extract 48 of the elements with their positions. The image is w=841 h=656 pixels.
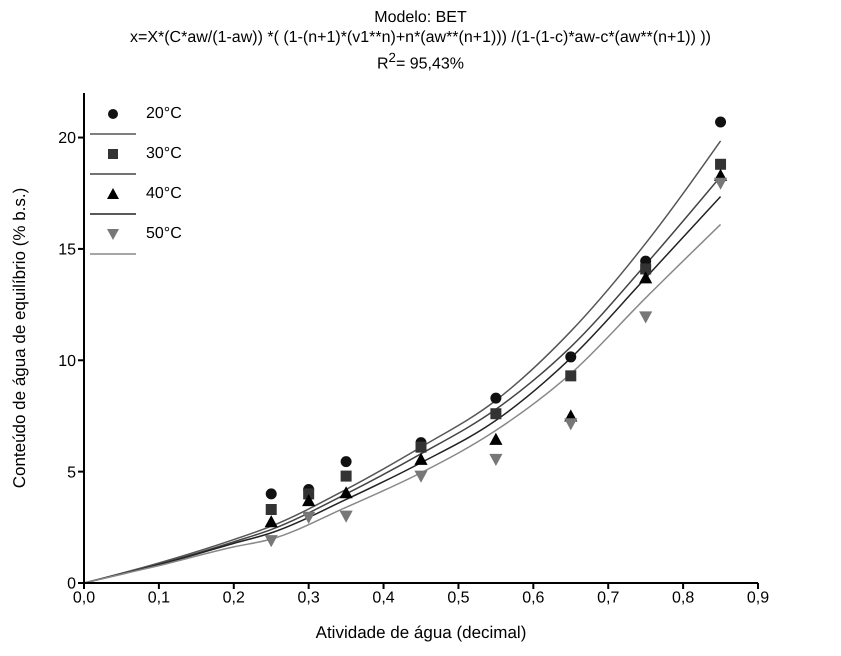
y-axis-title: Conteúdo de água de equilíbrio (% b.s.) [10, 188, 30, 488]
chart-subtitle: x=X*(C*aw/(1-aw)) *( (1-(n+1)*(v1**n)+n*(aw**(n+1))) /(1-(1-c)*aw-c*(aw**(n+1)) )) [128, 28, 712, 48]
point [266, 488, 277, 500]
x-axis-title: Atividade de água (decimal) [316, 623, 526, 642]
point [340, 456, 352, 468]
legend-label: 20°C [146, 105, 182, 123]
text: R$^{2}$= 95,43% [376, 49, 466, 74]
point [490, 408, 502, 420]
point [715, 116, 726, 128]
y-tick-label: 10 [58, 352, 76, 370]
point [340, 510, 353, 523]
point [639, 271, 652, 284]
point [490, 392, 502, 404]
legend-label: 50°C [146, 225, 182, 243]
x-tick-label: 0,3 [298, 589, 320, 606]
x-tick-label: 0,6 [522, 589, 545, 606]
point [715, 158, 726, 170]
point [714, 178, 728, 190]
point [416, 442, 426, 453]
point [340, 470, 352, 482]
point [489, 454, 502, 466]
point [489, 432, 502, 445]
y-tick-label: 20 [58, 130, 76, 148]
chart-title: Modelo: BET [373, 8, 468, 28]
y-tick-label: 5 [67, 464, 76, 482]
x-tick-label: 0,2 [222, 589, 245, 606]
point [302, 494, 316, 506]
x-tick-label: 0,1 [148, 589, 170, 606]
legend-label: 30°C [146, 145, 182, 163]
point [565, 370, 576, 382]
point [565, 351, 576, 362]
x-tick-label: 0,9 [746, 589, 770, 606]
x-tick-label: 0,8 [672, 589, 694, 606]
point [640, 263, 652, 274]
x-tick-label: 0,4 [372, 589, 395, 606]
y-tick-label: 15 [58, 242, 76, 259]
point [340, 486, 353, 498]
point [264, 535, 278, 548]
point [414, 452, 428, 465]
legend-label: 40°C [146, 185, 182, 203]
point [564, 418, 578, 430]
point [264, 515, 278, 528]
point [414, 470, 428, 483]
point [639, 311, 652, 324]
point [302, 512, 316, 524]
x-tick-label: 0,7 [597, 589, 620, 606]
point [266, 504, 277, 515]
x-tick-label: 0,5 [447, 589, 470, 606]
